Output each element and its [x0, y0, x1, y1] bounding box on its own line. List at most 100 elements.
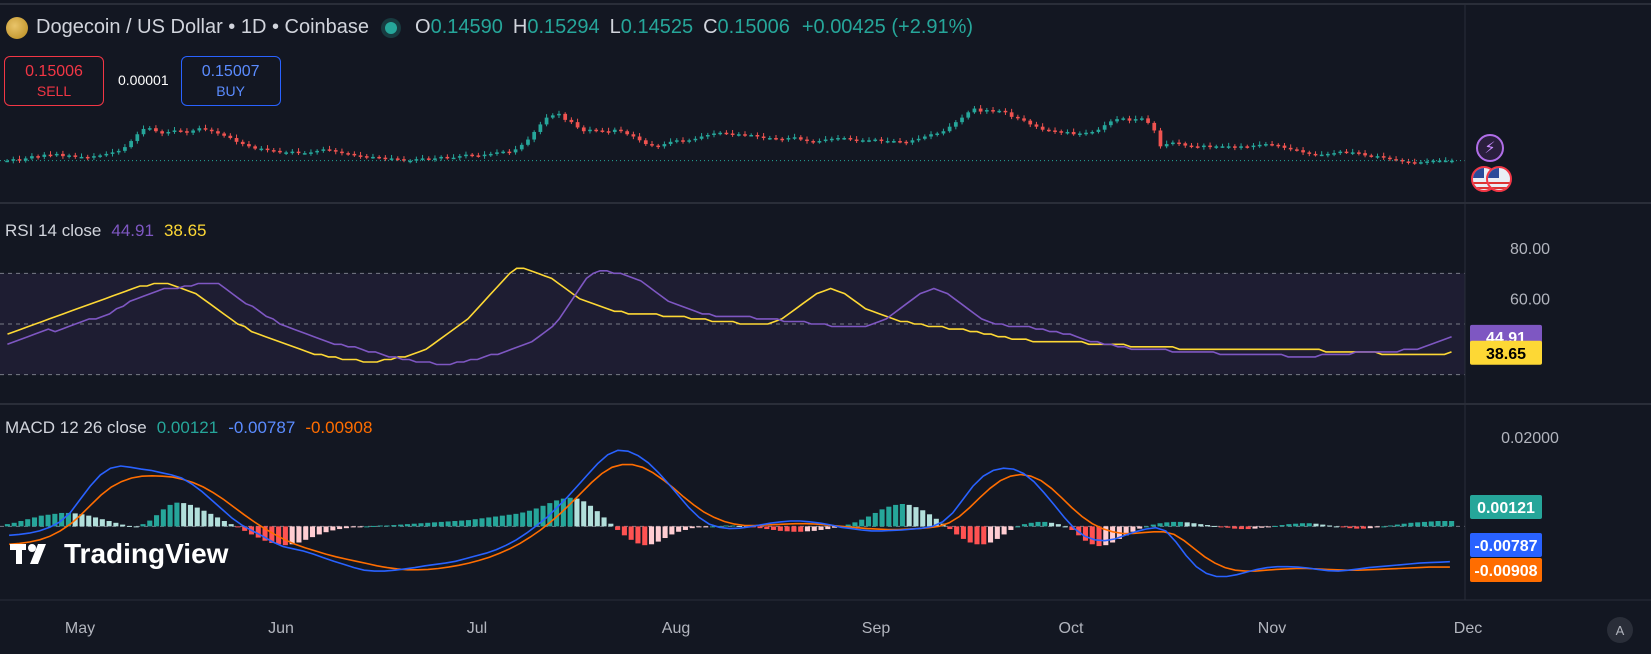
- candle-body: [389, 158, 394, 160]
- candle-body: [147, 128, 152, 130]
- ohlc-close-value: 0.15006: [717, 16, 790, 38]
- candle-body: [650, 144, 654, 146]
- rsi-name: RSI 14 close: [5, 221, 102, 240]
- symbol-title[interactable]: Dogecoin / US Dollar • 1D • Coinbase: [36, 16, 370, 38]
- macd-hist-bar: [113, 522, 119, 527]
- candle-body: [1319, 154, 1324, 157]
- candle-body: [1388, 157, 1392, 160]
- macd-hist-bar: [1218, 526, 1224, 528]
- candle-body: [1059, 131, 1064, 133]
- macd-legend[interactable]: MACD 12 26 close 0.00121 -0.00787 -0.009…: [5, 418, 372, 438]
- macd-hist-bar: [1428, 521, 1434, 527]
- macd-hist-bar: [947, 526, 953, 530]
- sell-button[interactable]: 0.15006 SELL: [4, 56, 104, 106]
- macd-pane[interactable]: 0.02000 0.00121 -0.00787 -0.00908: [0, 430, 1559, 582]
- macd-hist-bar: [99, 519, 105, 527]
- ohlc-open-key: O: [415, 16, 431, 38]
- candle-body: [203, 128, 208, 130]
- candle-body: [699, 136, 704, 139]
- candle-body: [786, 138, 791, 140]
- candle-body: [1326, 153, 1330, 156]
- macd-hist-bar: [140, 524, 146, 527]
- candle-body: [290, 151, 295, 154]
- us-flag-event-icon-2[interactable]: [1486, 166, 1512, 192]
- symbol-legend: Dogecoin / US Dollar • 1D • Coinbase O 0.…: [6, 16, 973, 39]
- macd-hist-bar: [1299, 523, 1305, 527]
- macd-hist-bar: [235, 526, 241, 528]
- candle-body: [191, 130, 195, 133]
- macd-hist-bar: [1164, 522, 1170, 527]
- candle-body: [352, 153, 357, 156]
- candle-body: [953, 122, 958, 127]
- price-pane[interactable]: [0, 105, 1465, 165]
- news-flash-icon[interactable]: ⚡: [1476, 134, 1504, 162]
- candle-body: [526, 139, 530, 145]
- candle-body: [271, 150, 276, 152]
- candle-body: [879, 139, 884, 142]
- macd-tick-label: 0.02000: [1501, 430, 1559, 447]
- macd-hist-bar: [703, 526, 709, 528]
- auto-scale-button[interactable]: A: [1607, 617, 1633, 643]
- macd-hist-bar: [11, 522, 17, 527]
- candle-body: [36, 156, 40, 158]
- candle-body: [1431, 160, 1436, 163]
- macd-hist-bar: [465, 520, 471, 527]
- macd-hist-bar: [445, 521, 451, 527]
- macd-hist-bar: [1021, 524, 1027, 527]
- macd-hist-bar: [1421, 521, 1428, 527]
- candle-body: [172, 130, 177, 132]
- candle-body: [154, 128, 158, 132]
- macd-hist-bar: [1177, 521, 1183, 527]
- macd-hist-bar: [662, 526, 668, 539]
- macd-hist-bar: [1191, 523, 1197, 527]
- macd-hist-bar: [723, 525, 729, 527]
- macd-hist-bar: [1157, 523, 1163, 527]
- macd-name: MACD 12 26 close: [5, 418, 147, 437]
- candle-body: [129, 141, 133, 148]
- macd-hist-bar: [777, 526, 783, 531]
- candle-body: [321, 149, 326, 151]
- candle-body: [42, 154, 47, 157]
- candle-body: [724, 132, 729, 135]
- macd-hist-bar: [18, 521, 24, 527]
- macd-hist-bar: [859, 519, 865, 527]
- macd-hist-bar: [4, 524, 10, 527]
- macd-hist-bar: [154, 515, 160, 527]
- macd-line: [9, 449, 1450, 578]
- macd-hist-bar: [418, 523, 424, 527]
- macd-hist-bar: [520, 512, 526, 527]
- macd-hist-bar: [960, 526, 966, 539]
- macd-hist-bar: [974, 526, 980, 545]
- candle-body: [501, 151, 506, 154]
- macd-hist-bar: [269, 526, 275, 543]
- macd-hist-bar: [1008, 526, 1014, 530]
- macd-hist-bar: [486, 517, 492, 527]
- tradingview-logo[interactable]: TradingView: [10, 538, 228, 570]
- candle-body: [1406, 161, 1411, 163]
- macd-hist-bar: [791, 526, 797, 532]
- candle-body: [1133, 119, 1138, 121]
- rsi-legend[interactable]: RSI 14 close 44.91 38.65: [5, 221, 206, 241]
- candle-body: [712, 133, 716, 135]
- candle-body: [532, 131, 537, 140]
- candle-body: [1183, 143, 1188, 146]
- tradingview-logo-icon: [10, 542, 52, 566]
- candle-body: [885, 141, 890, 143]
- buy-button[interactable]: 0.15007 BUY: [180, 56, 281, 106]
- candle-body: [1276, 144, 1281, 147]
- candle-body: [705, 135, 710, 137]
- candle-body: [1226, 146, 1231, 148]
- macd-hist-bar: [608, 523, 614, 527]
- macd-hist-bar: [1150, 524, 1156, 527]
- macd-hist-bar: [893, 504, 899, 527]
- candle-body: [563, 113, 568, 120]
- macd-hist-bar: [1225, 526, 1231, 528]
- candle-body: [160, 131, 164, 134]
- macd-hist-badge-bg: [1470, 495, 1542, 519]
- candle-body: [309, 152, 313, 154]
- candle-body: [1425, 161, 1429, 163]
- macd-hist-bar: [1320, 524, 1326, 527]
- candle-body: [1152, 122, 1157, 131]
